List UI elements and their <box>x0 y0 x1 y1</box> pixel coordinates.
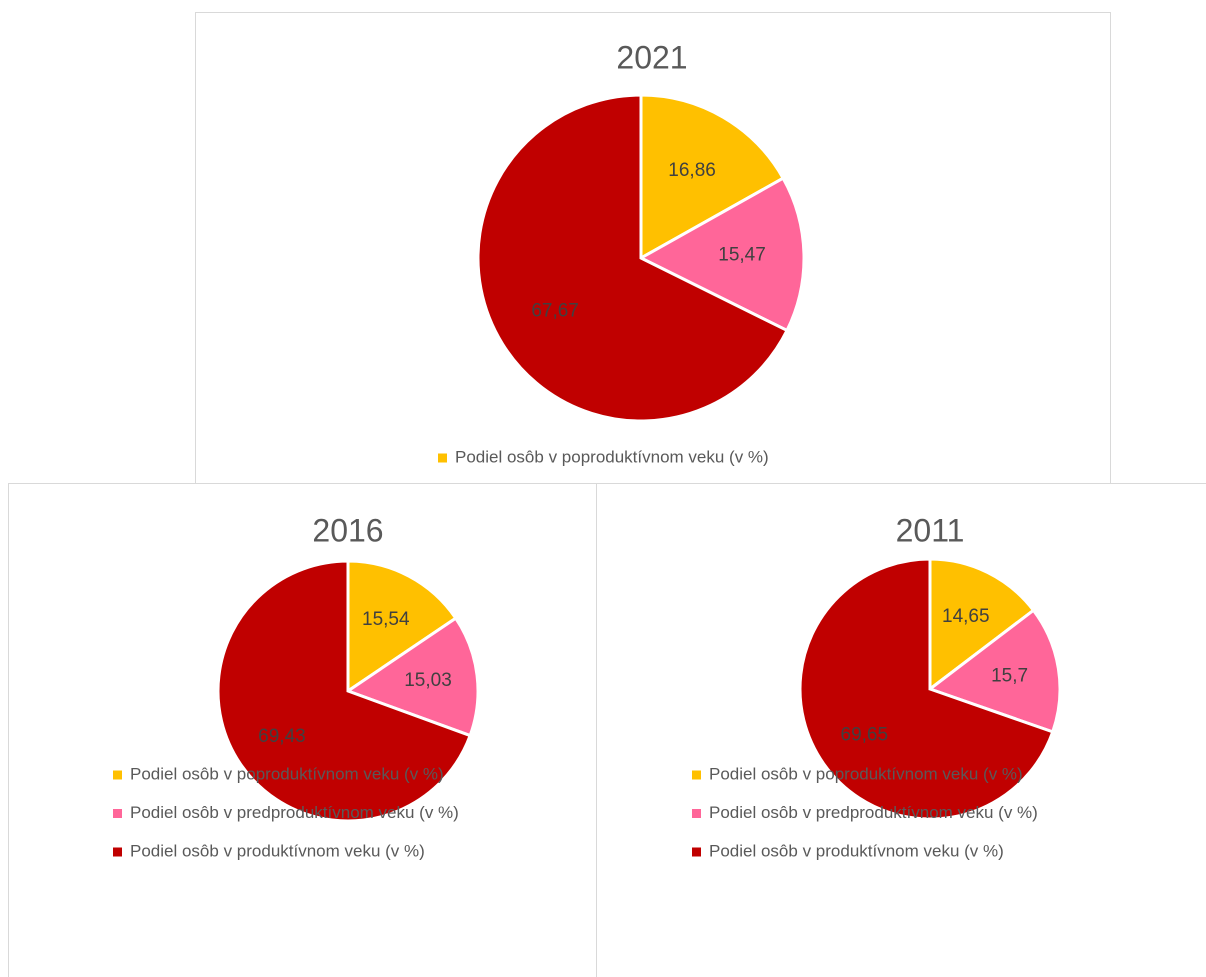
legend-label: Podiel osôb v poproduktívnom veku (v %) <box>709 764 1023 783</box>
legend-swatch <box>692 770 701 780</box>
legend-label: Podiel osôb v predproduktívnom veku (v %… <box>709 803 1038 822</box>
pie-slice <box>344 616 480 738</box>
data-label: 15,47 <box>718 244 766 265</box>
pie-slice <box>798 557 1055 821</box>
chart-title: 2016 <box>312 512 383 548</box>
data-label: 15,03 <box>404 670 452 691</box>
pie-slice <box>928 557 1036 693</box>
chart-title: 2021 <box>616 39 687 75</box>
legend-swatch <box>113 809 122 818</box>
data-label: 16,86 <box>668 160 716 181</box>
data-label: 67,67 <box>531 300 579 321</box>
legend-label: Podiel osôb v poproduktívnom veku (v %) <box>130 764 444 783</box>
chart-frame <box>596 483 1206 977</box>
data-label: 69,65 <box>841 725 889 746</box>
legend-swatch <box>113 847 122 857</box>
pie-slice <box>216 559 473 823</box>
pie-slice <box>926 608 1062 734</box>
pie-slice <box>346 559 458 694</box>
legend-swatch <box>113 770 122 780</box>
pie-slice <box>639 93 786 261</box>
chart-title: 2011 <box>896 512 965 548</box>
data-label: 69,43 <box>258 726 306 747</box>
pie-slice <box>476 93 790 423</box>
legend-swatch <box>692 847 701 857</box>
legend-label: Podiel osôb v predproduktívnom veku (v %… <box>130 803 459 822</box>
data-label: 15,54 <box>362 609 410 630</box>
legend-label: Podiel osôb v produktívnom veku (v %) <box>709 841 1004 860</box>
data-label: 14,65 <box>942 606 990 627</box>
data-label: 15,7 <box>991 665 1028 686</box>
legend-label: Podiel osôb v produktívnom veku (v %) <box>130 841 425 860</box>
legend-swatch <box>438 453 447 463</box>
pie-slice <box>637 176 806 333</box>
legend-swatch <box>692 809 701 818</box>
legend-label: Podiel osôb v poproduktívnom veku (v %) <box>455 447 769 466</box>
